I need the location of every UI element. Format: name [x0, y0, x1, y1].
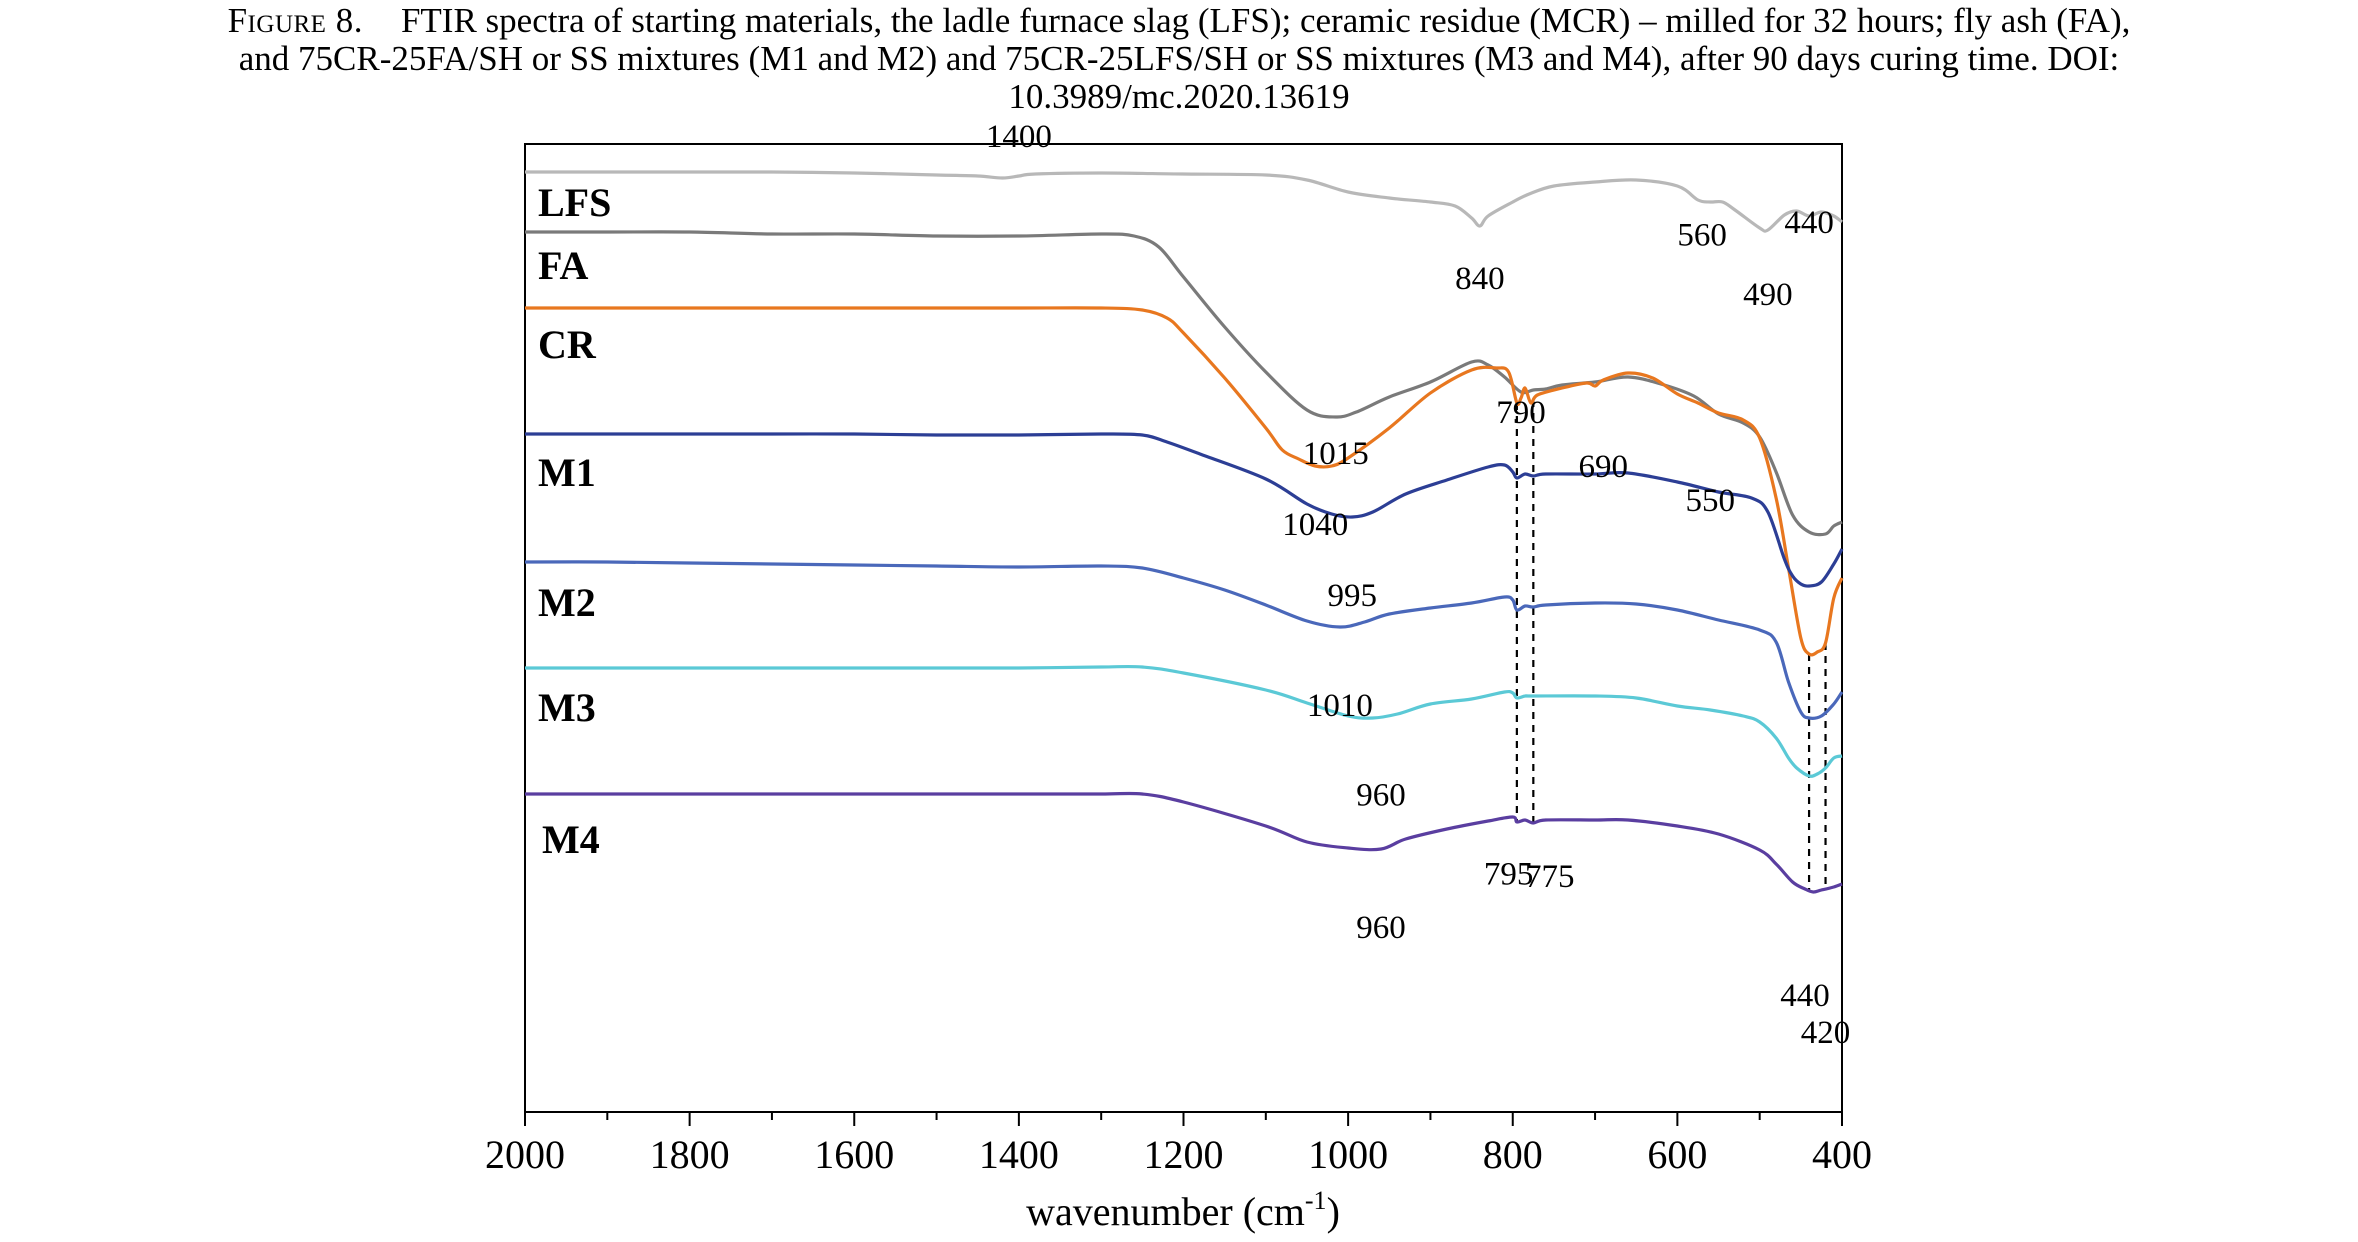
peak-label-lfs-440: 440 [1784, 205, 1834, 241]
peak-label-m1-995: 995 [1327, 578, 1377, 614]
peak-label-m4-775: 775 [1525, 859, 1575, 895]
series-line-cr [524, 306, 1844, 657]
series-label-m4: M4 [542, 817, 600, 862]
series-label-lfs: LFS [538, 180, 611, 225]
x-axis-title-sup: -1 [1305, 1186, 1327, 1215]
caption-line-2: and 75CR-25FA/SH or SS mixtures (M1 and … [238, 39, 2120, 78]
series-line-fa [524, 230, 1843, 537]
series-line-m1 [525, 432, 1844, 588]
x-tick-label-1800: 1800 [650, 1132, 730, 1177]
peak-label-lfs-840: 840 [1455, 261, 1505, 297]
peak-annotations: 1400 840 560 490 440 1015 790 550 690 1040 995 1010… [986, 119, 1850, 1051]
x-axis-title-main: wavenumber (cm [1026, 1189, 1305, 1234]
peak-label-fa-790: 790 [1496, 395, 1546, 431]
x-tick-label-2000: 2000 [485, 1132, 565, 1177]
peak-label-m4-795: 795 [1484, 857, 1534, 893]
peak-label-m4-960: 960 [1356, 910, 1406, 946]
peak-label-cr-690: 690 [1579, 449, 1629, 485]
x-axis: 2000 1800 1600 1400 1200 1000 800 600 400 [485, 1112, 1872, 1177]
series-line-m2 [524, 560, 1844, 720]
x-tick-label-1400: 1400 [979, 1132, 1059, 1177]
x-axis-title-close: ) [1327, 1189, 1340, 1234]
peak-label-lfs-1400: 1400 [986, 119, 1052, 155]
series-line-m3 [525, 664, 1843, 778]
series-labels: LFS FA CR M1 M2 M3 M4 [538, 180, 611, 862]
series-group [524, 170, 1844, 894]
series-line-m4 [525, 791, 1843, 894]
x-tick-label-600: 600 [1647, 1132, 1707, 1177]
peak-label-lfs-560: 560 [1677, 218, 1727, 254]
peak-label-cr-1040: 1040 [1282, 507, 1348, 543]
series-label-fa: FA [538, 243, 588, 288]
figure-label: Figure 8. [227, 1, 363, 40]
plot-frame [524, 143, 1843, 1113]
series-label-m3: M3 [538, 685, 596, 730]
series-label-m2: M2 [538, 580, 596, 625]
peak-label-lfs-490: 490 [1743, 277, 1793, 313]
peak-label-m4-420: 420 [1801, 1015, 1851, 1051]
x-tick-label-1000: 1000 [1308, 1132, 1388, 1177]
peak-label-m2-1010: 1010 [1307, 688, 1373, 724]
x-axis-title: wavenumber (cm-1) [1026, 1186, 1340, 1234]
series-line-lfs [524, 170, 1843, 233]
x-tick-label-400: 400 [1812, 1132, 1872, 1177]
series-label-m1: M1 [538, 450, 596, 495]
peak-label-fa-1015: 1015 [1303, 436, 1369, 472]
x-tick-label-1600: 1600 [814, 1132, 894, 1177]
caption-line-1: Figure 8. FTIR spectra of starting materi… [0, 2, 2358, 40]
caption-text-1: FTIR spectra of starting materials, the … [400, 1, 2131, 40]
peak-label-m4-440: 440 [1780, 978, 1830, 1014]
series-label-cr: CR [538, 322, 597, 367]
figure-caption: Figure 8. FTIR spectra of starting materi… [0, 2, 2358, 116]
peak-label-fa-550: 550 [1686, 483, 1736, 519]
x-tick-label-800: 800 [1483, 1132, 1543, 1177]
caption-line-3: 10.3989/mc.2020.13619 [1008, 77, 1350, 116]
x-tick-label-1200: 1200 [1144, 1132, 1224, 1177]
peak-label-m3-960: 960 [1356, 778, 1406, 814]
